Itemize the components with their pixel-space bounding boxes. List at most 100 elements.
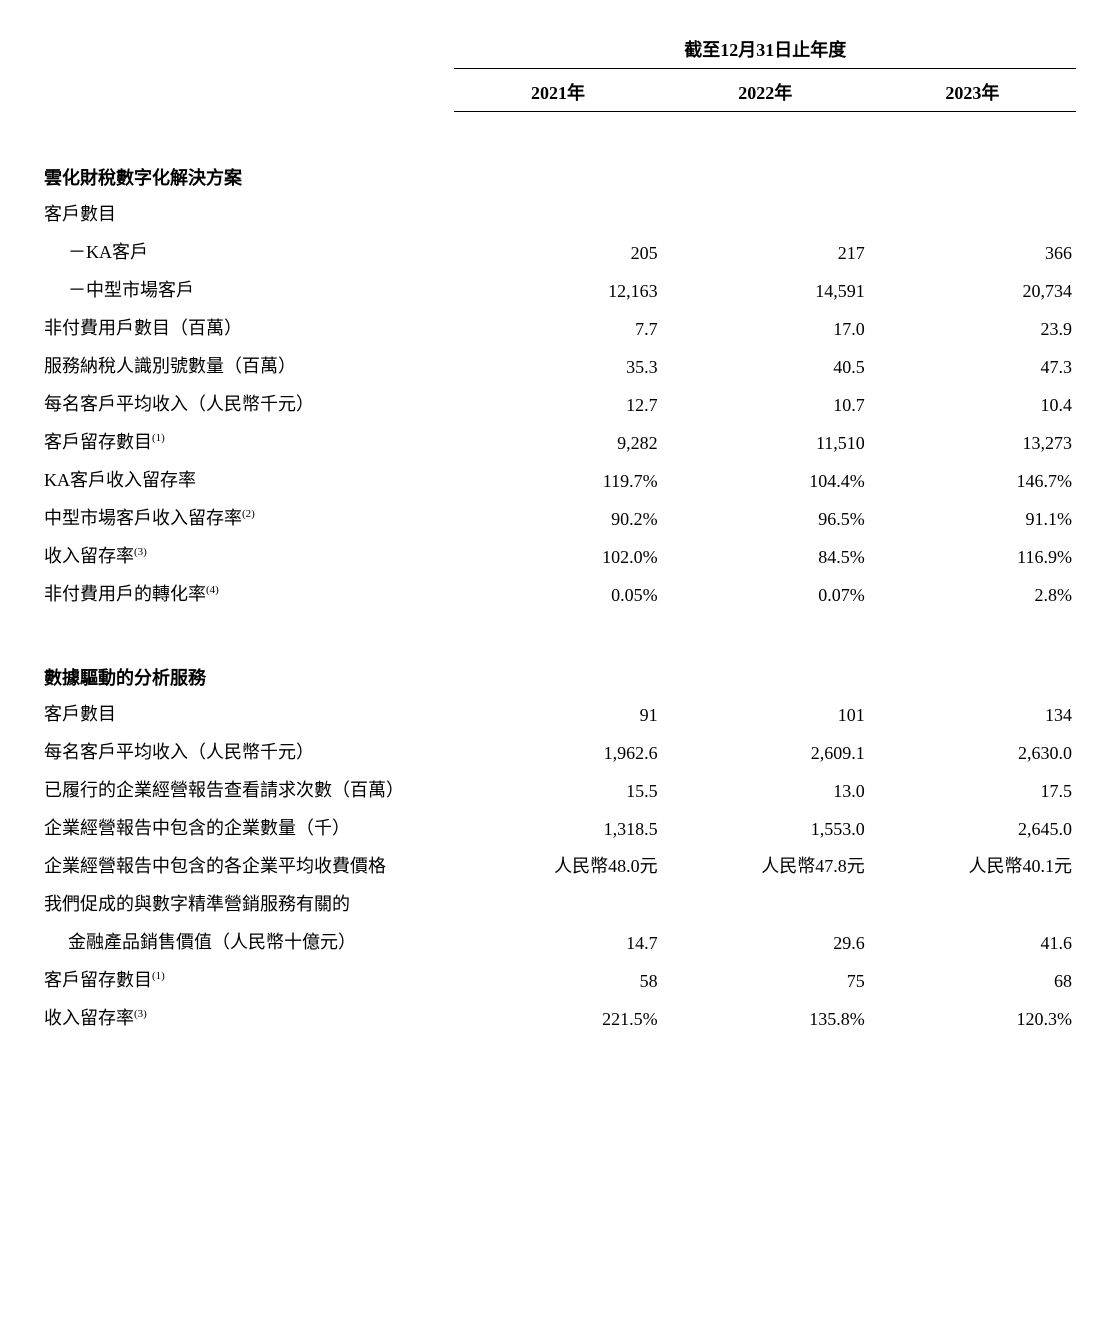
row-label: 每名客戶平均收入（人民幣千元）: [40, 384, 454, 422]
table-row: 收入留存率(3)102.0%84.5%116.9%: [40, 536, 1076, 574]
cell-value: 41.6: [869, 922, 1076, 960]
section-title: 數據驅動的分析服務: [40, 640, 1076, 694]
cell-value: 91: [454, 694, 661, 732]
row-label: －中型市場客戶: [40, 270, 454, 308]
cell-value: 68: [869, 960, 1076, 998]
row-label: 企業經營報告中包含的各企業平均收費價格: [40, 846, 454, 884]
cell-value: 12.7: [454, 384, 661, 422]
cell-value: 205: [454, 232, 661, 270]
cell-value: 84.5%: [662, 536, 869, 574]
cell-value: 120.3%: [869, 998, 1076, 1036]
cell-value: 221.5%: [454, 998, 661, 1036]
cell-value: 12,163: [454, 270, 661, 308]
cell-value: 1,962.6: [454, 732, 661, 770]
footnote-ref: (4): [206, 584, 219, 596]
row-label: 企業經營報告中包含的企業數量（千）: [40, 808, 454, 846]
cell-value: 14.7: [454, 922, 661, 960]
cell-value: 7.7: [454, 308, 661, 346]
table-row: 服務納稅人識別號數量（百萬）35.340.547.3: [40, 346, 1076, 384]
cell-value: 119.7%: [454, 460, 661, 498]
cell-value: 101: [662, 694, 869, 732]
cell-value: 135.8%: [662, 998, 869, 1036]
cell-value: 47.3: [869, 346, 1076, 384]
cell-value: 人民幣47.8元: [662, 846, 869, 884]
row-label: 非付費用戶的轉化率(4): [40, 574, 454, 612]
year-header-2: 2023年: [869, 69, 1076, 112]
cell-value: 0.07%: [662, 574, 869, 612]
cell-value: 2.8%: [869, 574, 1076, 612]
cell-value: 17.0: [662, 308, 869, 346]
cell-value: 11,510: [662, 422, 869, 460]
table-row: 收入留存率(3)221.5%135.8%120.3%: [40, 998, 1076, 1036]
cell-value: 17.5: [869, 770, 1076, 808]
row-label: 非付費用戶數目（百萬）: [40, 308, 454, 346]
cell-value: 人民幣48.0元: [454, 846, 661, 884]
cell-value: 91.1%: [869, 498, 1076, 536]
row-label: 我們促成的與數字精準營銷服務有關的: [40, 884, 454, 922]
cell-value: 10.7: [662, 384, 869, 422]
cell-value: 35.3: [454, 346, 661, 384]
cell-value: 96.5%: [662, 498, 869, 536]
cell-value: 366: [869, 232, 1076, 270]
row-label: 已履行的企業經營報告查看請求次數（百萬）: [40, 770, 454, 808]
footnote-ref: (1): [152, 970, 165, 982]
cell-value: 14,591: [662, 270, 869, 308]
header-group-title: 截至12月31日止年度: [454, 30, 1076, 69]
row-label: 客戶數目: [40, 194, 454, 232]
footnote-ref: (2): [242, 508, 255, 520]
cell-value: 58: [454, 960, 661, 998]
cell-value: 2,609.1: [662, 732, 869, 770]
cell-value: 75: [662, 960, 869, 998]
year-header-1: 2022年: [662, 69, 869, 112]
row-label: 客戶留存數目(1): [40, 960, 454, 998]
cell-value: 146.7%: [869, 460, 1076, 498]
cell-value: 0.05%: [454, 574, 661, 612]
row-label: 服務納稅人識別號數量（百萬）: [40, 346, 454, 384]
cell-value: 2,645.0: [869, 808, 1076, 846]
cell-value: 1,318.5: [454, 808, 661, 846]
cell-value: 13.0: [662, 770, 869, 808]
cell-value: 90.2%: [454, 498, 661, 536]
financial-metrics-table: 截至12月31日止年度 2021年 2022年 2023年 雲化財稅數字化解決方…: [40, 30, 1076, 1036]
cell-value: 13,273: [869, 422, 1076, 460]
footnote-ref: (3): [134, 546, 147, 558]
cell-value: 29.6: [662, 922, 869, 960]
cell-value: 10.4: [869, 384, 1076, 422]
table-row: 每名客戶平均收入（人民幣千元）12.710.710.4: [40, 384, 1076, 422]
row-label: －KA客戶: [40, 232, 454, 270]
cell-value: 134: [869, 694, 1076, 732]
footnote-ref: (1): [152, 432, 165, 444]
row-label: 收入留存率(3): [40, 536, 454, 574]
cell-value: [869, 884, 1076, 922]
table-row: 客戶留存數目(1)587568: [40, 960, 1076, 998]
year-header-0: 2021年: [454, 69, 661, 112]
cell-value: 20,734: [869, 270, 1076, 308]
row-label: 客戶留存數目(1): [40, 422, 454, 460]
table-row: 非付費用戶的轉化率(4)0.05%0.07%2.8%: [40, 574, 1076, 612]
row-label: 每名客戶平均收入（人民幣千元）: [40, 732, 454, 770]
cell-value: [662, 194, 869, 232]
cell-value: 116.9%: [869, 536, 1076, 574]
cell-value: 2,630.0: [869, 732, 1076, 770]
table-row: 客戶數目91101134: [40, 694, 1076, 732]
cell-value: [662, 884, 869, 922]
cell-value: 人民幣40.1元: [869, 846, 1076, 884]
cell-value: 102.0%: [454, 536, 661, 574]
table-body: 雲化財稅數字化解決方案客戶數目－KA客戶205217366－中型市場客戶12,1…: [40, 140, 1076, 1036]
cell-value: [869, 194, 1076, 232]
table-row: 每名客戶平均收入（人民幣千元）1,962.62,609.12,630.0: [40, 732, 1076, 770]
cell-value: [454, 194, 661, 232]
section-title: 雲化財稅數字化解決方案: [40, 140, 1076, 194]
row-label: 金融產品銷售價值（人民幣十億元）: [40, 922, 454, 960]
table-header: 截至12月31日止年度 2021年 2022年 2023年: [40, 30, 1076, 140]
table-row: 金融產品銷售價值（人民幣十億元）14.729.641.6: [40, 922, 1076, 960]
table-row: 我們促成的與數字精準營銷服務有關的: [40, 884, 1076, 922]
cell-value: 9,282: [454, 422, 661, 460]
table-row: KA客戶收入留存率119.7%104.4%146.7%: [40, 460, 1076, 498]
row-label: 客戶數目: [40, 694, 454, 732]
table-row: 中型市場客戶收入留存率(2)90.2%96.5%91.1%: [40, 498, 1076, 536]
table-row: 客戶數目: [40, 194, 1076, 232]
table-row: －KA客戶205217366: [40, 232, 1076, 270]
row-label: 中型市場客戶收入留存率(2): [40, 498, 454, 536]
table-row: 非付費用戶數目（百萬）7.717.023.9: [40, 308, 1076, 346]
